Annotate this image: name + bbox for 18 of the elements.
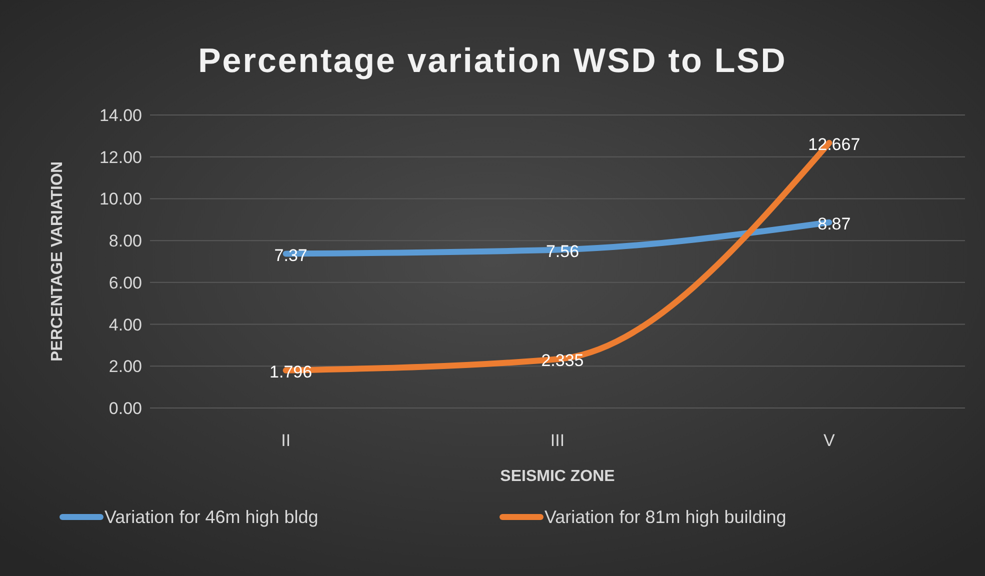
x-tick-label: V — [823, 431, 836, 450]
y-axis-title: PERCENTAGE VARIATION — [49, 161, 66, 362]
data-label: 8.87 — [818, 214, 851, 234]
y-tick-label: 0.00 — [108, 399, 142, 418]
legend-label: Variation for 46m high bldg — [104, 507, 318, 527]
y-tick-label: 14.00 — [99, 106, 142, 125]
y-tick-label: 12.00 — [99, 148, 142, 167]
chart-title: Percentage variation WSD to LSD — [198, 42, 787, 80]
x-axis-title: SEISMIC ZONE — [500, 468, 616, 485]
y-tick-label: 6.00 — [108, 273, 142, 292]
legend-label: Variation for 81m high building — [544, 507, 786, 527]
y-tick-label: 8.00 — [108, 232, 142, 251]
x-tick-label: II — [281, 431, 291, 450]
y-tick-label: 2.00 — [108, 357, 142, 376]
y-tick-label: 4.00 — [108, 315, 142, 334]
y-tick-label: 10.00 — [99, 190, 142, 209]
data-label: 2.335 — [541, 351, 584, 370]
x-tick-label: III — [550, 431, 565, 450]
